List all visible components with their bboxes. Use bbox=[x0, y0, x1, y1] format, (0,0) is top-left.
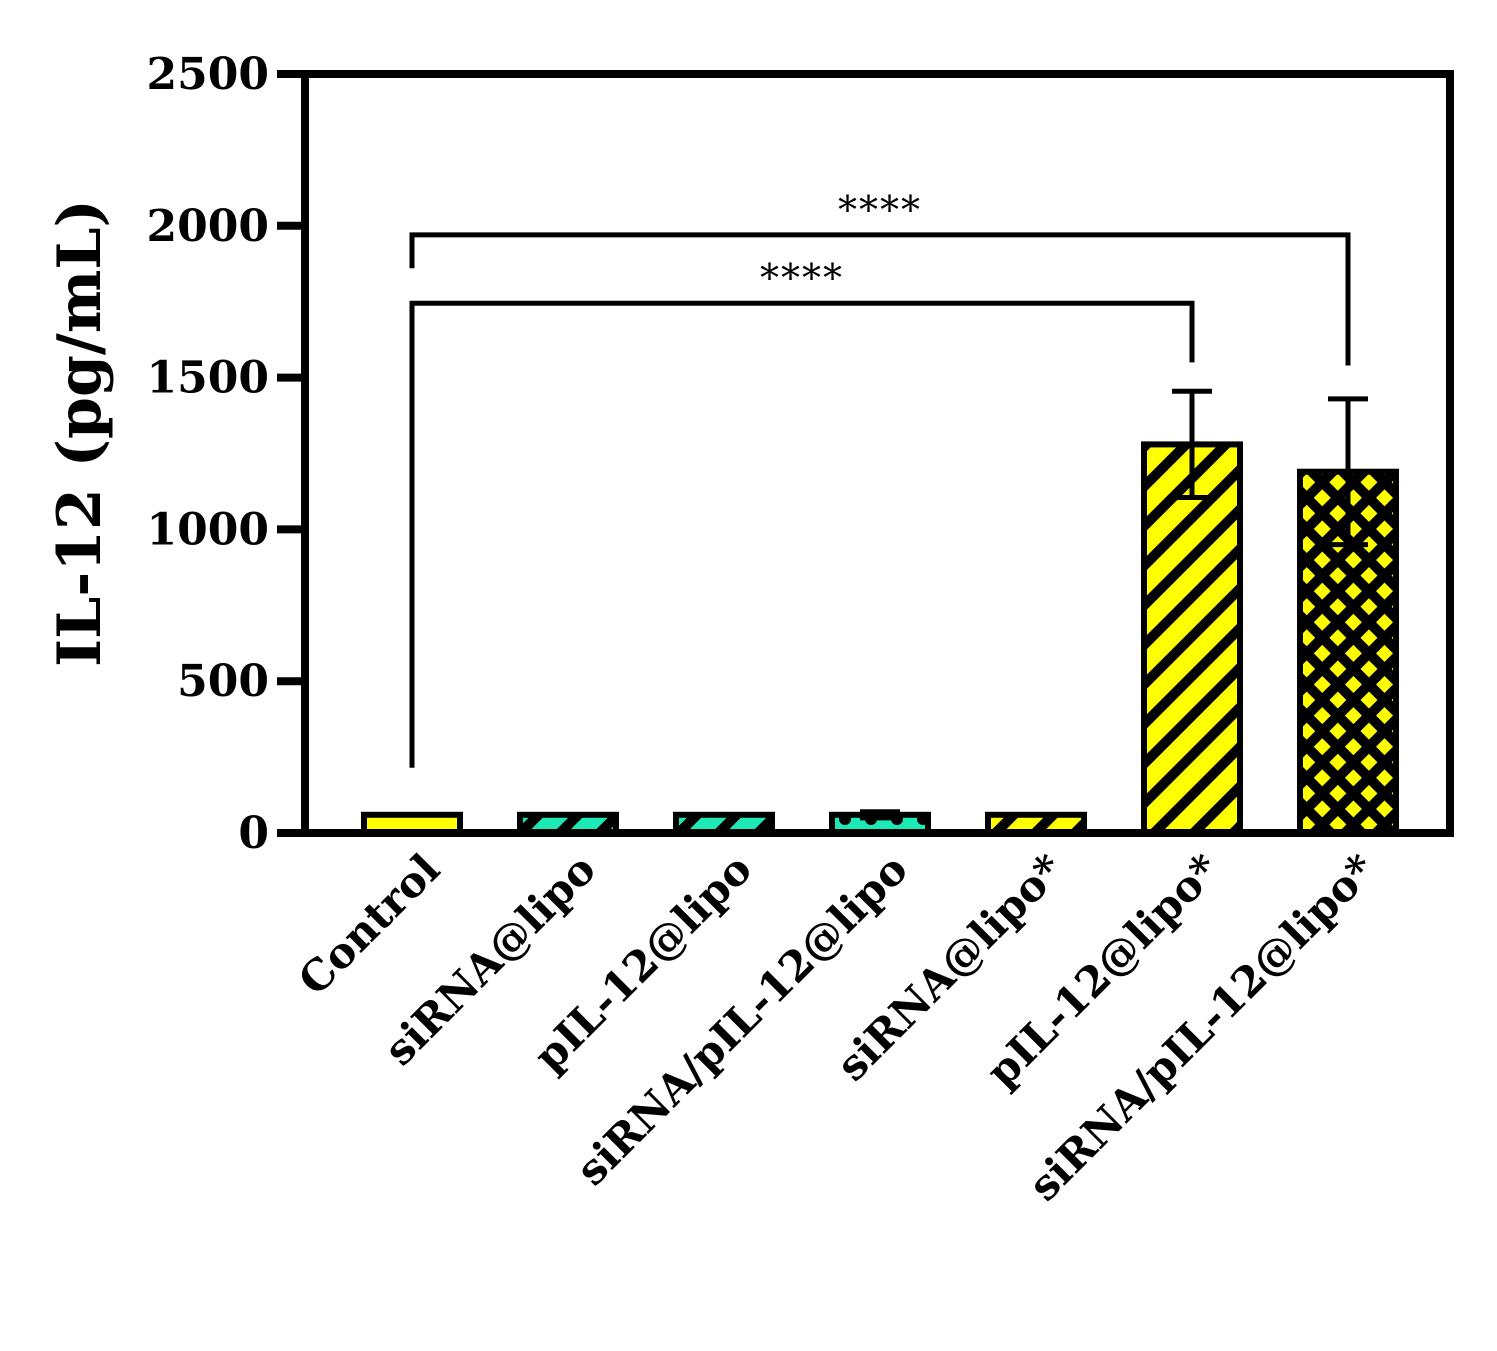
significance-label: **** bbox=[760, 256, 844, 300]
plot-border bbox=[301, 70, 1454, 833]
error-bar bbox=[860, 809, 900, 821]
bar bbox=[1141, 441, 1243, 836]
y-tick-label: 1500 bbox=[147, 353, 269, 404]
significance-brackets: **** **** bbox=[409, 188, 1351, 768]
y-tick-label: 2500 bbox=[147, 49, 269, 100]
plot-frame bbox=[301, 70, 1454, 833]
y-axis-label: IL-12 (pg/mL) bbox=[45, 199, 115, 667]
x-axis: ControlsiRNA@lipopIL-12@liposiRNA/pIL-12… bbox=[289, 844, 1385, 1210]
significance-label: **** bbox=[838, 188, 922, 232]
y-tick-label: 500 bbox=[177, 656, 269, 707]
x-tick-label: Control bbox=[289, 844, 449, 1004]
error-bar bbox=[1328, 396, 1368, 548]
error-bars bbox=[860, 388, 1368, 821]
significance-bracket: **** bbox=[409, 256, 1195, 768]
error-bar bbox=[1172, 388, 1212, 501]
bars bbox=[277, 441, 1454, 837]
y-axis: 0 500 1000 1500 2000 2500 bbox=[147, 49, 305, 859]
y-tick-label: 0 bbox=[238, 808, 269, 859]
y-tick-label: 2000 bbox=[147, 201, 269, 252]
significance-bracket: **** bbox=[409, 188, 1351, 366]
y-tick-label: 1000 bbox=[147, 504, 269, 555]
